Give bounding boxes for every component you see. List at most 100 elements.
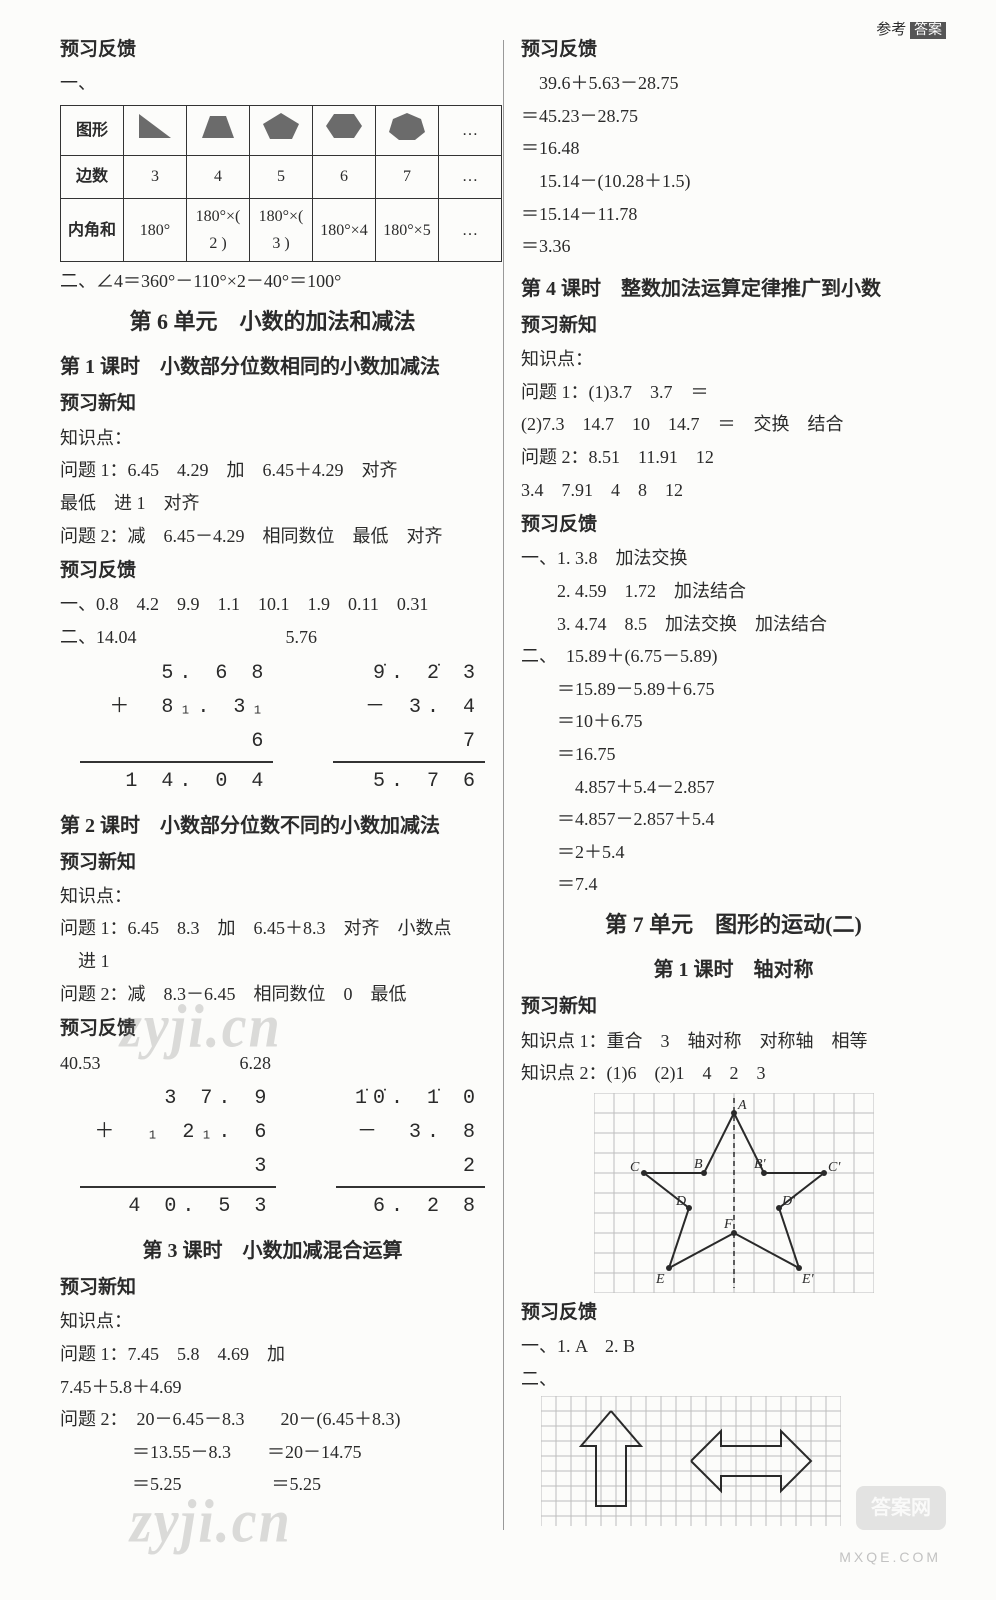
- l7-1-kp1: 知识点 1：重合 3 轴对称 对称轴 相等: [521, 1026, 946, 1057]
- l2-calcB: 1̇0̇. 1̇ 0 － 3. 8 2 6. 2 8: [336, 1082, 485, 1224]
- l1-f2a: 二、14.04: [60, 627, 137, 647]
- sides-5: …: [439, 156, 502, 199]
- l4-f3: 3. 4.74 8.5 加法交换 加法结合: [521, 609, 946, 640]
- arrows-grid: [541, 1396, 841, 1526]
- row-label-shape: 图形: [61, 105, 124, 155]
- r-c1-2: ＝45.23－28.75: [521, 101, 946, 132]
- column-divider: [503, 40, 504, 1530]
- l4-f5c: ＝7.4: [521, 869, 946, 900]
- ang-4: 180°×5: [376, 199, 439, 262]
- r-c2-3: ＝3.36: [521, 231, 946, 262]
- l1-q2: 问题 2：减 6.45－4.29 相同数位 最低 对齐: [60, 521, 485, 552]
- svg-text:E: E: [655, 1272, 665, 1287]
- r-c2-1: 15.14－(10.28＋1.5): [521, 166, 946, 197]
- l1-calcB-a: 9̇. 2̇ 3: [333, 657, 485, 691]
- star-grid: A BB' CC' DD' EE' F: [594, 1093, 874, 1293]
- l4-f4a: ＝15.89－5.89＋6.75: [521, 674, 946, 705]
- ang-3: 180°×4: [313, 199, 376, 262]
- l3-q1b: 7.45＋5.8＋4.69: [60, 1372, 485, 1403]
- l2-xz: 预习新知: [60, 847, 485, 879]
- unit7-title: 第 7 单元 图形的运动(二): [521, 906, 946, 943]
- unit6-title: 第 6 单元 小数的加法和减法: [60, 303, 485, 340]
- l2-f1b: 6.28: [240, 1053, 272, 1073]
- l3-kp: 知识点：: [60, 1306, 485, 1337]
- r-c2-2: ＝15.14－11.78: [521, 199, 946, 230]
- l1-calcA-b: ＋ 8₁. 3₁ 6: [80, 691, 273, 759]
- l4-q1: 问题 1：(1)3.7 3.7 ＝: [521, 377, 946, 408]
- l2-calcA-a: 3 7. 9: [80, 1082, 276, 1116]
- l3-title: 第 3 课时 小数加减混合运算: [60, 1234, 485, 1268]
- l4-f5: 4.857＋5.4－2.857: [521, 772, 946, 803]
- left-eq2: 二、∠4＝360°－110°×2－40°＝100°: [60, 266, 485, 297]
- l2-calcA-line: [80, 1186, 276, 1188]
- l2-calcB-b: － 3. 8 2: [336, 1116, 485, 1184]
- l1-calcA-line: [80, 761, 273, 763]
- l4-q1b: (2)7.3 14.7 10 14.7 ＝ 交换 结合: [521, 409, 946, 440]
- l1-f2: 二、14.04 5.76: [60, 622, 485, 653]
- l4-xz: 预习新知: [521, 310, 946, 342]
- l4-f2: 2. 4.59 1.72 加法结合: [521, 576, 946, 607]
- row-label-sides: 边数: [61, 156, 124, 199]
- l2-calcA-r: 4 0. 5 3: [80, 1190, 276, 1224]
- l1-calcB-r: 5. 7 6: [333, 765, 485, 799]
- shape-pentagon: [250, 105, 313, 155]
- shape-dots: …: [439, 105, 502, 155]
- shape-heptagon: [376, 105, 439, 155]
- l3-q2: 问题 2： 20－6.45－8.3 20－(6.45＋8.3): [60, 1404, 485, 1435]
- l4-fb: 预习反馈: [521, 509, 946, 541]
- ang-0: 180°: [124, 199, 187, 262]
- watermark-badge: 答案网: [856, 1486, 946, 1530]
- svg-text:C: C: [630, 1160, 640, 1175]
- l3-q1: 问题 1：7.45 5.8 4.69 加: [60, 1339, 485, 1370]
- r-c1-3: ＝16.48: [521, 133, 946, 164]
- l2-q2: 问题 2：减 8.3－6.45 相同数位 0 最低: [60, 979, 485, 1010]
- sides-3: 6: [313, 156, 376, 199]
- shape-hexagon: [313, 105, 376, 155]
- l2-title: 第 2 课时 小数部分位数不同的小数加减法: [60, 809, 485, 843]
- l4-f1: 一、1. 3.8 加法交换: [521, 543, 946, 574]
- left-fb-title: 预习反馈: [60, 34, 485, 66]
- l2-calcrow: 3 7. 9 ＋ ₁ 2₁. 6 3 4 0. 5 3 1̇0̇. 1̇ 0 －…: [80, 1082, 485, 1224]
- l2-kp: 知识点：: [60, 881, 485, 912]
- l2-calcB-r: 6. 2 8: [336, 1190, 485, 1224]
- l1-calcB-b: － 3. 4 7: [333, 691, 485, 759]
- l1-calcB: 9̇. 2̇ 3 － 3. 4 7 5. 7 6: [333, 657, 485, 799]
- l4-f4b: ＝10＋6.75: [521, 706, 946, 737]
- right-column: 预习反馈 39.6＋5.63－28.75 ＝45.23－28.75 ＝16.48…: [503, 30, 946, 1570]
- l7-1-f2: 二、: [521, 1364, 946, 1395]
- svg-text:B': B': [754, 1157, 767, 1172]
- l7-1-kp2: 知识点 2：(1)6 (2)1 4 2 3: [521, 1058, 946, 1089]
- ang-5: …: [439, 199, 502, 262]
- two-columns: 预习反馈 一、 图形: [60, 30, 946, 1570]
- r-c1-1: 39.6＋5.63－28.75: [521, 68, 946, 99]
- l2-f1: 40.53 6.28: [60, 1048, 485, 1079]
- l2-calcB-a: 1̇0̇. 1̇ 0: [336, 1082, 485, 1116]
- shape-trapezoid: [187, 105, 250, 155]
- l3-q2b: ＝5.25 ＝5.25: [60, 1469, 485, 1500]
- l1-f2b: 5.76: [286, 627, 318, 647]
- row-label-angles: 内角和: [61, 199, 124, 262]
- l7-1-title: 第 1 课时 轴对称: [521, 953, 946, 987]
- watermark-mxqe: MXQE.COM: [839, 1546, 941, 1570]
- svg-text:F: F: [723, 1217, 733, 1232]
- l1-calcA: 5. 6 8 ＋ 8₁. 3₁ 6 1 4. 0 4: [80, 657, 273, 799]
- l7-1-f1: 一、1. A 2. B: [521, 1331, 946, 1362]
- ang-2: 180°×( 3 ): [250, 199, 313, 262]
- l4-kp: 知识点：: [521, 344, 946, 375]
- svg-text:D': D': [781, 1194, 796, 1209]
- l1-title: 第 1 课时 小数部分位数相同的小数加减法: [60, 350, 485, 384]
- l1-xz: 预习新知: [60, 388, 485, 420]
- l2-fb: 预习反馈: [60, 1013, 485, 1045]
- l1-f1: 一、0.8 4.2 9.9 1.1 10.1 1.9 0.11 0.31: [60, 589, 485, 620]
- l4-f4c: ＝16.75: [521, 739, 946, 770]
- l1-calcB-line: [333, 761, 485, 763]
- l4-f5b: ＝2＋5.4: [521, 837, 946, 868]
- page: 参考 答案 预习反馈 一、 图形: [0, 0, 996, 1600]
- l2-calcA: 3 7. 9 ＋ ₁ 2₁. 6 3 4 0. 5 3: [80, 1082, 276, 1224]
- l3-xz: 预习新知: [60, 1272, 485, 1304]
- l4-f5a: ＝4.857－2.857＋5.4: [521, 804, 946, 835]
- ang-1: 180°×( 2 ): [187, 199, 250, 262]
- l2-f1a: 40.53: [60, 1053, 101, 1073]
- svg-text:D: D: [675, 1194, 686, 1209]
- left-yi: 一、: [60, 68, 485, 99]
